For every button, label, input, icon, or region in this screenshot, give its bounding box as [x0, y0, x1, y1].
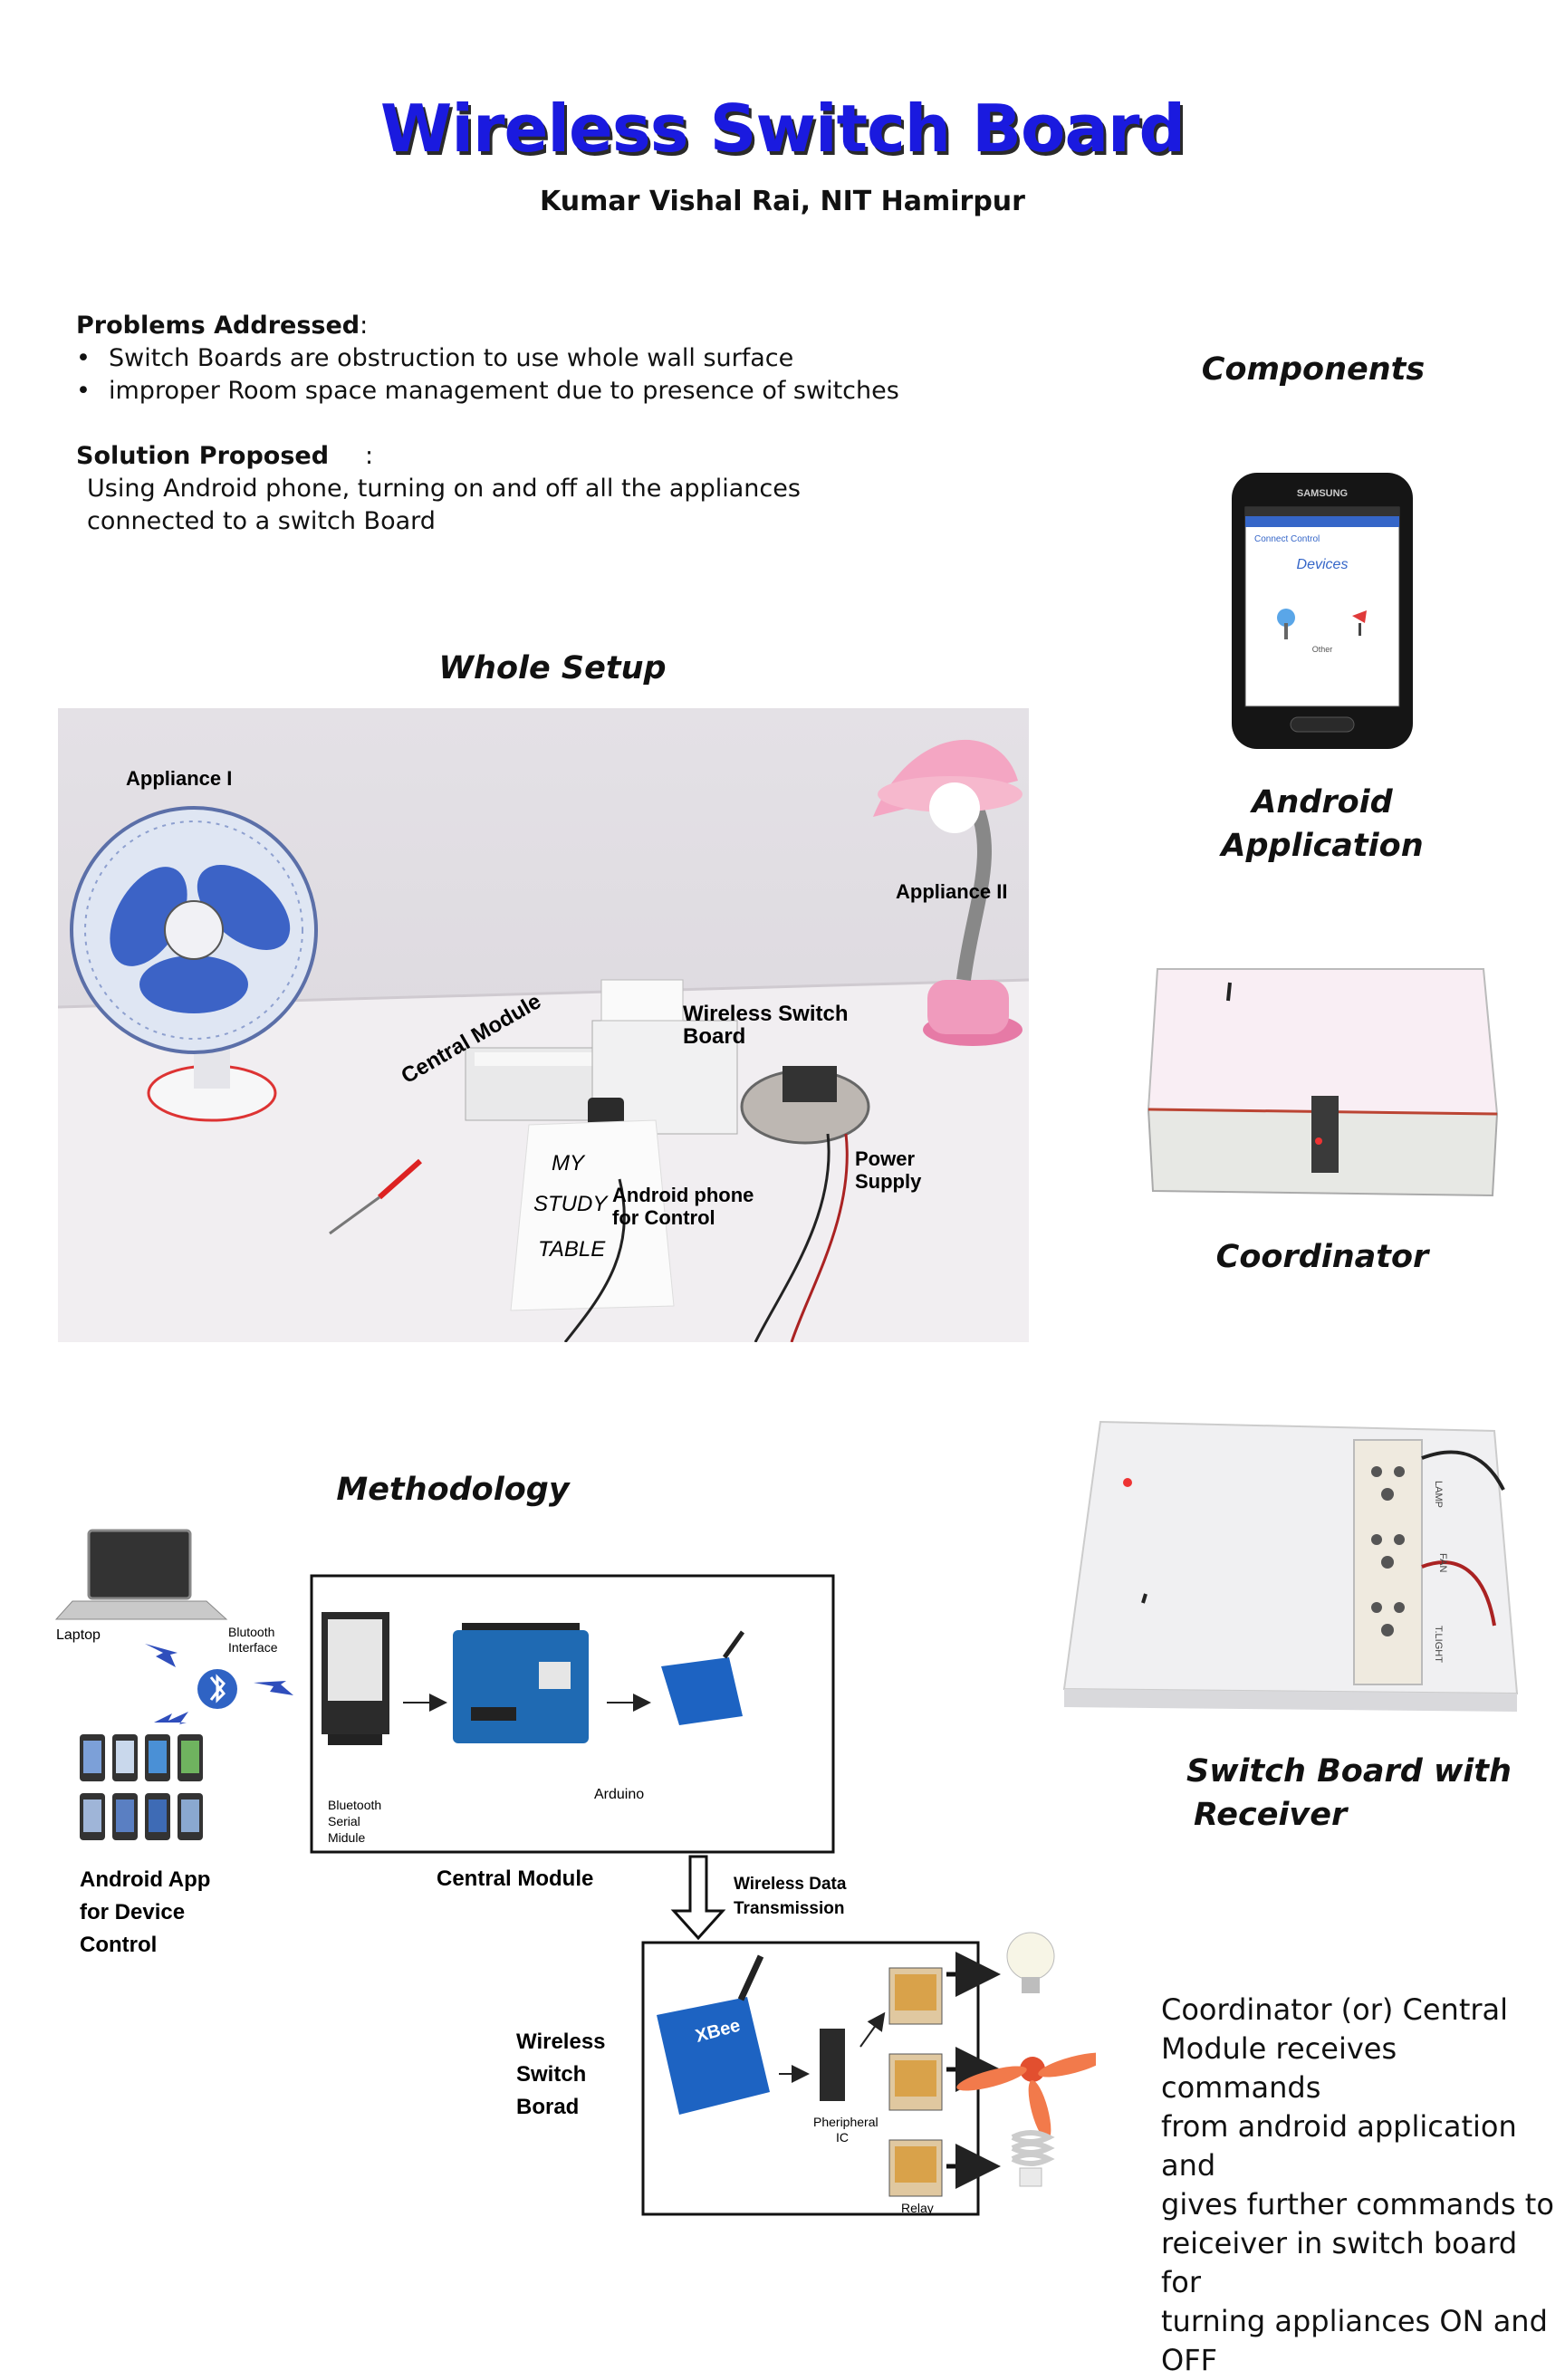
- peripheral-ic-icon: [820, 2029, 845, 2101]
- wireless-switch-label-1: Wireless Switch: [683, 1002, 849, 1026]
- bt-module-label-1: Bluetooth: [328, 1798, 381, 1812]
- wsb-label-3: Borad: [516, 2095, 579, 2119]
- bulb-icon: [1006, 1932, 1055, 1993]
- wireless-data-label-2: Transmission: [734, 1899, 845, 1918]
- phone-screen-tabs: Connect Control: [1254, 534, 1320, 544]
- central-module-diagram-label: Central Module: [437, 1867, 593, 1891]
- phone-screen-title: Devices: [1297, 557, 1349, 572]
- phone-screen-other: Other: [1312, 645, 1333, 654]
- bt-interface-label-1: Blutooth: [228, 1625, 274, 1639]
- methodology-heading: Methodology: [336, 1472, 570, 1508]
- socket-label-fan: FAN: [1437, 1553, 1448, 1572]
- coordinator-box-icon: [1147, 968, 1499, 1197]
- socket-label-tlight: T.LIGHT: [1433, 1626, 1444, 1663]
- problem-item: • Switch Boards are obstruction to use w…: [76, 342, 946, 375]
- android-app-label-1: Android App: [80, 1867, 210, 1892]
- problems-section: Problems Addressed: • Switch Boards are …: [76, 310, 946, 408]
- bt-interface-label-2: Interface: [228, 1640, 278, 1655]
- fan-icon: [70, 806, 318, 1122]
- power-supply-label-1: Power: [855, 1147, 915, 1170]
- problems-heading-row: Problems Addressed:: [76, 310, 946, 342]
- android-app-label-2: for Device: [80, 1900, 185, 1924]
- problems-heading-colon: :: [360, 312, 369, 340]
- peripheral-label-2: IC: [836, 2130, 849, 2145]
- whole-setup-photo: Appliance I Appliance II Central Module …: [58, 708, 1029, 1342]
- socket-label-lamp: LAMP: [1433, 1481, 1444, 1508]
- central-module-frame: [310, 1574, 835, 1854]
- whole-setup-illustration: Appliance I Appliance II Central Module …: [58, 708, 1029, 1342]
- switch-board-photo: LAMP FAN T.LIGHT: [1060, 1417, 1531, 1725]
- transmission-arrow-icon: [670, 1855, 726, 1941]
- methodology-svg: Laptop Blutooth Interface: [54, 1529, 1109, 2258]
- bt-module-label-2: Serial: [328, 1814, 360, 1828]
- appliances-label: Appliances: [1005, 2243, 1068, 2246]
- arduino-label: Arduino: [594, 1787, 644, 1802]
- laptop-label: Laptop: [56, 1627, 101, 1643]
- android-phone-label-2: for Control: [612, 1206, 715, 1229]
- bullet-icon: •: [76, 344, 91, 372]
- android-phones-icon: [80, 1734, 203, 1840]
- xbee-icon: [661, 1630, 745, 1725]
- central-module-box: [465, 1047, 602, 1121]
- wireless-switch-board-box: [591, 979, 738, 1135]
- appliance-1-label: Appliance I: [126, 767, 232, 790]
- android-phone-photo: SAMSUNG Connect Control Devices Other: [1227, 471, 1417, 752]
- arduino-icon: [453, 1623, 589, 1743]
- power-supply-label-2: Supply: [855, 1170, 922, 1193]
- poster-title: Wireless Switch Board: [379, 91, 1186, 167]
- wireless-signal-icon: [145, 1644, 178, 1667]
- description-text: Coordinator (or) Central Module receives…: [1161, 1992, 1554, 2377]
- solution-heading-row: Solution Proposed:: [76, 440, 946, 473]
- wireless-signal-icon: [254, 1681, 293, 1695]
- components-heading: Components: [1201, 351, 1426, 388]
- bullet-icon: •: [76, 377, 91, 405]
- phone-icon: SAMSUNG Connect Control Devices Other: [1232, 473, 1413, 749]
- wsb-label-1: Wireless: [516, 2030, 606, 2054]
- xbee-large-icon: [657, 1954, 770, 2115]
- ceiling-fan-icon: [956, 2052, 1109, 2140]
- solution-section: Solution Proposed: Using Android phone, …: [76, 440, 946, 538]
- methodology-diagram: Laptop Blutooth Interface: [45, 1521, 1109, 2258]
- wireless-data-label-1: Wireless Data: [734, 1875, 847, 1894]
- problems-heading: Problems Addressed: [76, 312, 360, 340]
- solution-heading: Solution Proposed: [76, 442, 330, 470]
- switch-board-caption: Switch Board with Receiver: [1186, 1753, 1512, 1833]
- paper-text-1: MY: [552, 1151, 586, 1176]
- solution-heading-colon: :: [365, 442, 374, 470]
- paper-text-3: TABLE: [538, 1237, 606, 1262]
- bt-module-label-3: Midule: [328, 1830, 365, 1845]
- coordinator-caption: Coordinator: [1215, 1239, 1429, 1275]
- relay-label: Relay: [901, 2201, 934, 2215]
- android-app-label-3: Control: [80, 1933, 157, 1957]
- lamp-icon: [873, 739, 1023, 1046]
- author-line: Kumar Vishal Rai, NIT Hamirpur: [540, 186, 1025, 217]
- bluetooth-module-icon: [322, 1612, 389, 1745]
- solution-line: Using Android phone, turning on and off …: [87, 475, 801, 503]
- android-phone-label-1: Android phone: [612, 1184, 754, 1206]
- problem-text: improper Room space management due to pr…: [109, 377, 899, 405]
- bluetooth-icon: [197, 1669, 237, 1709]
- coordinator-photo: [1139, 960, 1502, 1204]
- problem-text: Switch Boards are obstruction to use who…: [109, 344, 794, 372]
- wsb-label-2: Switch: [516, 2062, 586, 2087]
- wireless-switch-label-2: Board: [683, 1024, 745, 1049]
- paper-text-2: STUDY: [533, 1192, 609, 1216]
- appliance-2-label: Appliance II: [896, 880, 1007, 903]
- switch-board-icon: LAMP FAN T.LIGHT: [1062, 1420, 1519, 1712]
- android-application-caption: Android Application: [1221, 784, 1424, 864]
- solution-line: connected to a switch Board: [87, 507, 436, 535]
- peripheral-label-1: Pheripheral: [813, 2115, 879, 2129]
- whole-setup-heading: Whole Setup: [438, 650, 667, 686]
- wireless-signal-icon: [154, 1712, 188, 1724]
- laptop-icon: [54, 1529, 228, 1620]
- relay-icon: [888, 1967, 943, 2197]
- problem-item: • improper Room space management due to …: [76, 375, 946, 408]
- phone-brand: SAMSUNG: [1297, 488, 1348, 499]
- cfl-bulb-icon: [1011, 2130, 1055, 2187]
- power-supply-icon: [740, 1066, 870, 1145]
